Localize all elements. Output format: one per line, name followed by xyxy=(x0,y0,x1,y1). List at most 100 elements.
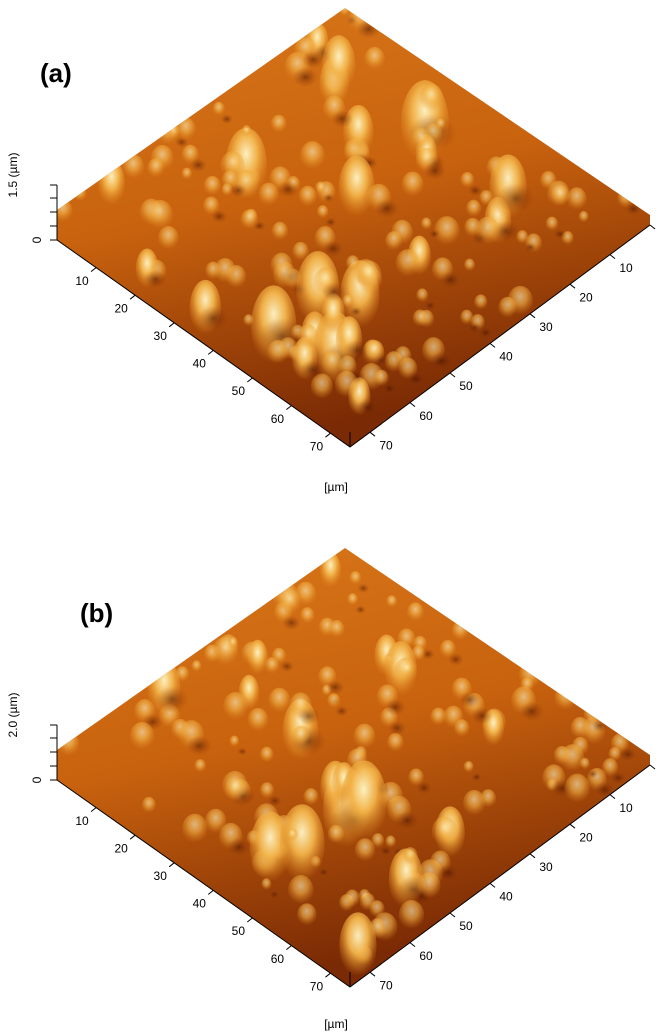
peak xyxy=(225,777,246,802)
peak xyxy=(339,3,350,17)
peak xyxy=(315,181,326,194)
z-tick-label: 0 xyxy=(30,236,44,243)
valley xyxy=(277,181,299,198)
valley xyxy=(438,865,459,882)
y-tick-label: 10 xyxy=(619,261,633,275)
peak xyxy=(268,688,290,714)
x-tick-label: 30 xyxy=(154,329,168,343)
peak xyxy=(385,231,402,251)
peak xyxy=(560,744,584,772)
peak xyxy=(339,912,376,979)
valley xyxy=(356,20,380,39)
valley xyxy=(300,360,325,380)
valley xyxy=(460,692,480,708)
valley xyxy=(406,371,425,386)
peak xyxy=(52,199,72,223)
peak xyxy=(463,790,485,817)
peak xyxy=(443,706,463,730)
x-tick xyxy=(325,973,330,977)
valley xyxy=(144,270,167,288)
y-tick xyxy=(450,913,455,917)
peak xyxy=(299,186,317,208)
x-tick-label: 50 xyxy=(232,384,246,398)
valley xyxy=(388,721,406,735)
valley xyxy=(326,680,344,695)
valley xyxy=(230,184,247,198)
valley xyxy=(186,735,212,756)
peak xyxy=(407,602,424,622)
y-tick-label: 60 xyxy=(419,949,433,963)
peak xyxy=(259,183,279,207)
x-tick xyxy=(130,295,135,299)
peak xyxy=(411,127,430,150)
afm-panel: (a)1.5 (µm)01020304050607001020304050607… xyxy=(6,3,663,494)
peak xyxy=(267,340,288,365)
valley xyxy=(357,584,369,594)
y-tick-label: 20 xyxy=(579,290,593,304)
valley xyxy=(227,838,251,857)
peak xyxy=(243,314,253,327)
peak xyxy=(365,340,384,363)
x-tick xyxy=(286,946,291,950)
y-tick xyxy=(650,225,655,229)
peak xyxy=(260,747,274,764)
y-tick-label: 40 xyxy=(499,350,513,364)
peak xyxy=(551,185,569,207)
peak xyxy=(466,200,481,218)
peak xyxy=(396,249,420,278)
valley xyxy=(416,782,432,794)
peak xyxy=(248,640,268,676)
peak xyxy=(300,607,314,624)
y-tick-label: 30 xyxy=(539,320,553,334)
valley xyxy=(190,158,207,172)
valley xyxy=(156,686,189,712)
valley xyxy=(269,890,279,898)
x-tick-label: 60 xyxy=(271,412,285,426)
y-tick xyxy=(570,824,575,828)
valley xyxy=(302,51,324,69)
valley xyxy=(610,771,626,784)
valley xyxy=(468,322,481,333)
z-axis-label: 2.0 (µm) xyxy=(6,693,20,738)
peak xyxy=(213,102,225,117)
peak xyxy=(520,677,533,693)
panel-label: (a) xyxy=(40,58,72,88)
peak xyxy=(419,84,443,113)
x-tick xyxy=(247,918,252,922)
peak xyxy=(240,210,257,231)
peak xyxy=(241,125,251,137)
valley xyxy=(448,653,464,666)
valley xyxy=(468,185,482,196)
peak xyxy=(579,211,589,223)
valley xyxy=(497,183,535,213)
y-tick-label: 30 xyxy=(539,860,553,874)
valley xyxy=(625,202,641,215)
y-tick xyxy=(610,255,615,259)
peak xyxy=(432,816,458,847)
y-tick xyxy=(570,284,575,288)
peak xyxy=(303,788,318,806)
peak xyxy=(353,724,375,750)
valley xyxy=(430,352,453,370)
peak xyxy=(452,621,469,641)
peak xyxy=(464,761,474,773)
y-tick-label: 70 xyxy=(379,978,393,992)
peak xyxy=(346,255,360,272)
valley xyxy=(356,398,378,416)
y-tick xyxy=(650,765,655,769)
peak xyxy=(58,731,79,757)
valley xyxy=(471,707,493,724)
valley xyxy=(619,747,637,761)
peak xyxy=(567,187,587,211)
y-tick-label: 50 xyxy=(459,919,473,933)
z-axis-label: 1.5 (µm) xyxy=(6,153,20,198)
peak xyxy=(147,200,173,231)
peak xyxy=(369,900,384,918)
peak xyxy=(328,825,344,845)
peak xyxy=(320,552,341,590)
peak xyxy=(403,847,418,865)
peak xyxy=(413,310,428,328)
valley xyxy=(350,307,362,316)
x-tick-label: 40 xyxy=(193,897,207,911)
x-tick-label: 20 xyxy=(114,301,128,315)
